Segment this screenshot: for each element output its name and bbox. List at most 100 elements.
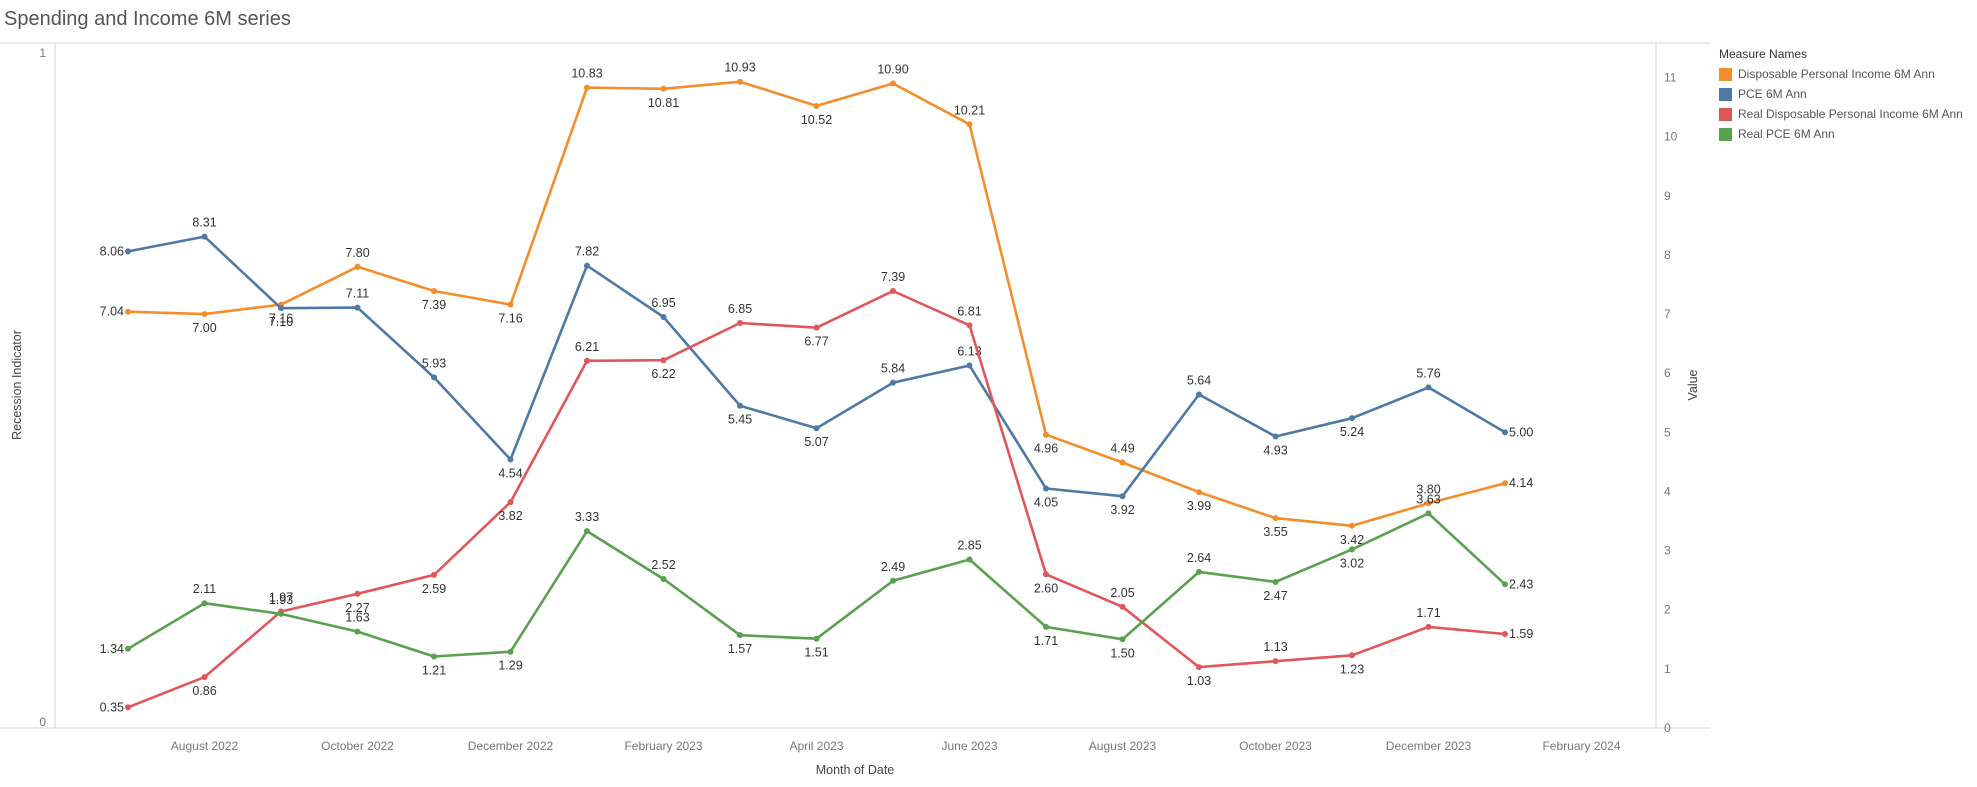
data-point [278, 305, 284, 312]
x-tick-label: August 2023 [1089, 739, 1157, 753]
data-label: 6.22 [651, 367, 675, 381]
data-point [1196, 489, 1202, 496]
right-tick-label: 3 [1664, 544, 1671, 558]
data-label: 1.71 [1034, 634, 1058, 648]
x-tick-label: April 2023 [789, 739, 843, 753]
right-tick-label: 9 [1664, 189, 1671, 203]
data-label: 10.90 [877, 62, 908, 76]
data-label: 1.34 [100, 642, 124, 656]
data-point [1196, 664, 1202, 671]
data-label: 10.21 [954, 103, 985, 117]
data-point [201, 311, 208, 318]
data-point [354, 263, 361, 270]
data-point [660, 85, 667, 92]
data-label: 2.60 [1034, 581, 1058, 595]
series-line [127, 235, 1506, 498]
data-point [201, 674, 208, 681]
data-label: 8.31 [192, 216, 216, 230]
data-point [507, 301, 514, 308]
data-point [507, 499, 514, 506]
data-point [1043, 431, 1049, 438]
data-point [1502, 429, 1508, 436]
data-label: 7.16 [269, 312, 293, 326]
x-tick-label: August 2022 [171, 739, 239, 753]
data-label: 7.39 [881, 270, 905, 284]
data-label: 3.63 [1416, 492, 1440, 506]
data-label: 7.00 [192, 321, 216, 335]
data-point [1502, 480, 1508, 487]
data-label: 7.16 [498, 312, 522, 326]
data-point [125, 645, 131, 652]
left-tick-label: 0 [39, 715, 46, 729]
data-label: 1.03 [1187, 674, 1211, 688]
legend: Measure Names Disposable Personal Income… [1719, 47, 1963, 144]
data-label: 7.10 [269, 315, 293, 329]
legend-item-disposable-personal-income[interactable]: Disposable Personal Income 6M Ann [1719, 64, 1963, 84]
legend-item-real-disposable-personal-income[interactable]: Real Disposable Personal Income 6M Ann [1719, 104, 1963, 124]
data-label: 3.80 [1416, 482, 1440, 496]
data-label: 2.64 [1187, 551, 1211, 565]
data-label: 1.50 [1110, 646, 1134, 660]
data-point [1425, 384, 1432, 391]
legend-item-real-pce[interactable]: Real PCE 6M Ann [1719, 124, 1963, 144]
data-label: 3.02 [1340, 556, 1364, 570]
data-label: 2.47 [1263, 589, 1287, 603]
data-point [431, 288, 437, 295]
data-point [125, 248, 131, 255]
data-point [1425, 500, 1432, 507]
data-point [1349, 522, 1355, 529]
data-label: 1.93 [269, 593, 293, 607]
data-point [813, 425, 820, 432]
data-point [1043, 571, 1049, 578]
data-label: 7.39 [422, 298, 446, 312]
data-label: 3.42 [1340, 533, 1364, 547]
data-label: 6.85 [728, 302, 752, 316]
data-label: 3.82 [498, 509, 522, 523]
data-point [584, 262, 590, 269]
data-label: 5.64 [1187, 374, 1211, 388]
data-label: 5.84 [881, 362, 905, 376]
data-label: 6.21 [575, 340, 599, 354]
data-point [1272, 433, 1279, 440]
legend-label: Real PCE 6M Ann [1738, 127, 1835, 141]
x-tick-label: December 2022 [468, 739, 554, 753]
legend-label: Disposable Personal Income 6M Ann [1738, 67, 1935, 81]
data-label: 7.11 [346, 287, 369, 301]
data-point [660, 575, 667, 582]
data-label: 4.54 [498, 467, 522, 481]
data-point [1349, 652, 1355, 659]
data-label: 1.13 [1263, 640, 1287, 654]
data-label: 2.27 [345, 601, 369, 615]
data-point [1272, 658, 1279, 665]
data-point [431, 374, 437, 381]
data-label: 5.76 [1416, 366, 1440, 380]
data-label: 2.49 [881, 560, 905, 574]
series-line [127, 80, 1506, 528]
right-tick-label: 4 [1664, 484, 1671, 498]
data-point [813, 635, 820, 642]
data-point [584, 84, 590, 91]
legend-label: PCE 6M Ann [1738, 87, 1807, 101]
data-point [890, 80, 896, 87]
data-label: 0.35 [100, 700, 124, 714]
data-label: 1.71 [1416, 606, 1440, 620]
x-tick-label: October 2023 [1239, 739, 1312, 753]
data-point [125, 704, 131, 711]
data-label: 4.05 [1034, 496, 1058, 510]
data-label: 3.99 [1187, 499, 1211, 513]
data-label: 5.93 [422, 356, 446, 370]
data-label: 5.45 [728, 413, 752, 427]
data-label: 7.80 [345, 246, 369, 260]
data-label: 8.06 [100, 244, 124, 258]
legend-swatch [1719, 127, 1732, 141]
data-label: 10.81 [648, 96, 679, 110]
data-point [966, 362, 973, 369]
data-point [1043, 623, 1049, 630]
data-label: 1.63 [345, 611, 369, 625]
legend-item-pce[interactable]: PCE 6M Ann [1719, 84, 1963, 104]
data-point [890, 288, 896, 295]
data-label: 2.05 [1110, 586, 1134, 600]
data-point [737, 78, 743, 85]
data-point [1119, 493, 1126, 500]
